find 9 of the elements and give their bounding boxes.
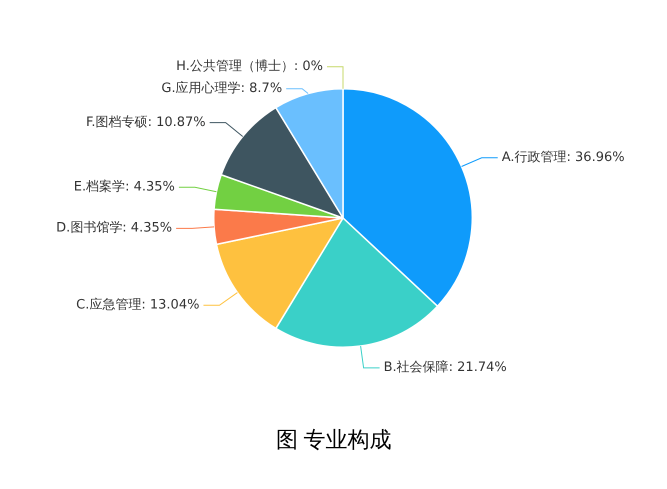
slice-label: B.社会保障: 21.74% xyxy=(384,360,507,376)
slice-label: G.应用心理学: 8.7% xyxy=(161,80,282,96)
slice-label: A.行政管理: 36.96% xyxy=(502,150,625,166)
slice-label: C.应急管理: 13.04% xyxy=(76,296,200,313)
slice-label: F.图档专硕: 10.87% xyxy=(86,114,206,130)
text: 图 专业构成 xyxy=(274,426,392,454)
category-label: H.公共管理（博士）: 0% xyxy=(176,59,323,74)
slice-label: D.图书馆学: 4.35% xyxy=(56,220,172,236)
slice-label: E.档案学: 4.35% xyxy=(74,178,175,195)
